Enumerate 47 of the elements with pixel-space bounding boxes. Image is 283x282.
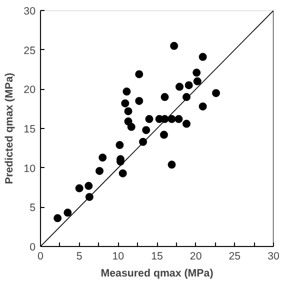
point xyxy=(174,115,183,124)
point xyxy=(145,115,154,124)
point xyxy=(160,130,168,139)
point xyxy=(170,42,178,50)
x-tick-label: 30 xyxy=(268,250,280,262)
point xyxy=(96,166,104,175)
x-tick-label: 10 xyxy=(112,250,124,262)
point xyxy=(192,68,201,77)
x-tick-label: 5 xyxy=(76,250,82,262)
point xyxy=(212,89,220,98)
point xyxy=(121,99,130,108)
y-tick-label: 30 xyxy=(24,6,36,18)
point xyxy=(198,102,207,110)
y-tick-label: 25 xyxy=(24,44,36,57)
x-tick-label: 0 xyxy=(38,250,44,262)
point xyxy=(124,107,132,116)
point xyxy=(116,141,124,150)
point xyxy=(135,96,144,105)
point xyxy=(84,182,93,190)
point xyxy=(98,154,107,162)
point xyxy=(198,52,207,61)
point xyxy=(142,126,150,134)
x-tick-label: 25 xyxy=(228,250,241,262)
point xyxy=(75,184,84,192)
point xyxy=(193,77,202,86)
y-axis-title: Predicted qmax (MPa) xyxy=(4,72,16,184)
x-tick-label: 15 xyxy=(151,250,163,262)
y-tick-label: 10 xyxy=(24,162,36,175)
point xyxy=(176,82,184,91)
point xyxy=(122,88,131,96)
point xyxy=(184,81,193,90)
point xyxy=(160,93,169,102)
point xyxy=(118,169,127,178)
x-tick-label: 20 xyxy=(190,250,202,262)
point xyxy=(182,120,191,128)
point xyxy=(54,214,62,222)
y-tick-label: 5 xyxy=(30,202,36,214)
point xyxy=(64,208,72,217)
y-tick-label: 0 xyxy=(30,242,36,254)
y-tick-label: 20 xyxy=(24,84,36,96)
point xyxy=(168,115,176,124)
point xyxy=(182,93,191,102)
y-tick-label: 15 xyxy=(24,124,36,136)
point xyxy=(127,122,136,131)
point xyxy=(168,160,176,169)
x-axis-title: Measured qmax (MPa) xyxy=(100,268,214,280)
point xyxy=(135,70,144,78)
